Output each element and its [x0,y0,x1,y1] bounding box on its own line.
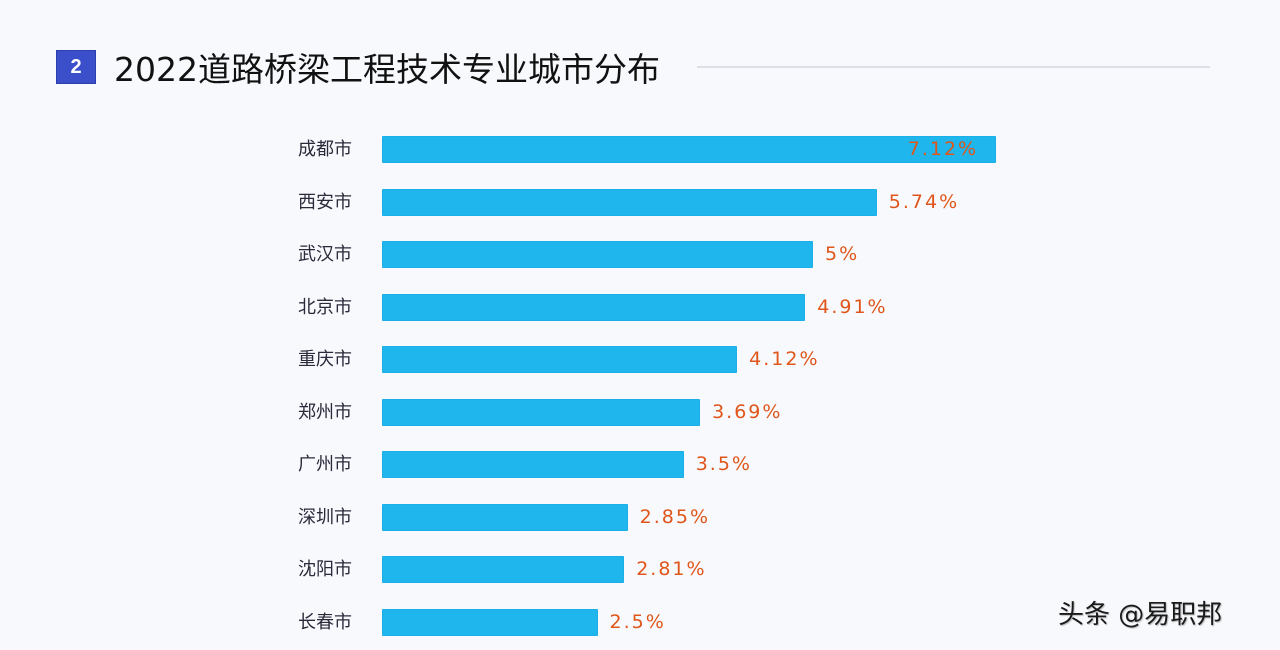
bar-row: 武汉市 5% [0,241,1280,268]
watermark: 头条 @易职邦 [1058,600,1223,630]
bar [382,188,877,216]
category-label: 广州市 [298,454,352,475]
bar [382,293,806,321]
category-label: 郑州市 [298,401,352,423]
category-label: 成都市 [298,139,352,160]
category-label: 重庆市 [298,349,352,370]
value-label: 4.91% [817,295,888,318]
bar [382,556,625,583]
header-divider [697,66,1210,68]
category-label: 长春市 [298,611,352,633]
bar-row: 广州市 3.5% [0,451,1280,478]
bar [382,608,598,636]
category-label: 沈阳市 [298,559,352,580]
value-label: 2.5% [609,610,666,633]
value-label: 2.85% [639,505,711,528]
section-number-badge: 2 [56,50,96,84]
value-label: 7.12% [907,138,979,160]
category-label: 西安市 [298,191,352,213]
bar-row: 沈阳市 2.81% [0,556,1280,583]
bar-row: 北京市 4.91% [0,293,1280,321]
value-label: 4.12% [749,348,820,370]
value-label: 2.81% [636,558,707,580]
bar [382,398,701,426]
bar-row: 西安市 5.74% [0,188,1280,216]
value-label: 3.5% [695,453,752,475]
bar [382,241,813,268]
bar-row: 重庆市 4.12% [0,346,1280,373]
value-label: 5% [825,243,860,265]
chart-title: 2022道路桥梁工程技术专业城市分布 [114,50,660,89]
value-label: 5.74% [888,190,960,213]
category-label: 北京市 [298,296,352,318]
bar-row: 成都市 7.12% [0,136,1280,163]
bar-row: 深圳市 2.85% [0,503,1280,531]
bar-row: 长春市 2.5% [0,608,1280,636]
bar [382,346,738,373]
section-header: 2 2022道路桥梁工程技术专业城市分布 [56,48,660,89]
bar [382,136,996,163]
bar [382,503,628,531]
category-label: 深圳市 [298,506,352,528]
bar [382,451,684,478]
category-label: 武汉市 [298,244,352,265]
value-label: 3.69% [712,400,783,423]
bar-row: 郑州市 3.69% [0,398,1280,426]
